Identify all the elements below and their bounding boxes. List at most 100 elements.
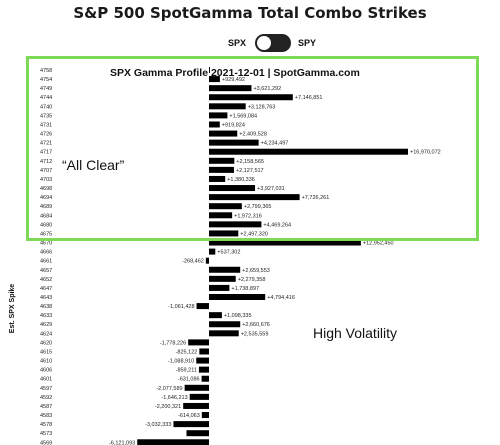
- bar-value-label: +1,380,336: [227, 177, 255, 183]
- strike-tick-label: 4703: [40, 177, 52, 183]
- bar-value-label: +2,409,528: [239, 132, 267, 138]
- bar-value-label: -1,088,910: [168, 359, 194, 365]
- bar-value-label: -631,086: [178, 377, 200, 383]
- strike-tick-label: 4735: [40, 113, 52, 119]
- bar-value-label: +12,952,450: [363, 241, 394, 247]
- gamma-bar: [209, 76, 220, 83]
- gamma-bar: [209, 157, 235, 164]
- bar-value-label: -614,063: [178, 413, 200, 419]
- bar-value-label: +537,302: [217, 250, 240, 256]
- toggle-label-spy[interactable]: SPY: [298, 38, 317, 48]
- strike-tick-label: 4587: [40, 404, 52, 410]
- strike-tick-label: 4610: [40, 359, 52, 365]
- strike-tick-label: 4721: [40, 141, 52, 147]
- gamma-bar: [209, 121, 220, 128]
- bar-value-label: +1,098,335: [224, 313, 252, 319]
- bar-value-label: -1,646,213: [161, 395, 187, 401]
- gamma-bar: [209, 103, 246, 110]
- bar-value-label: +3,128,763: [248, 104, 276, 110]
- strike-tick-label: 4601: [40, 377, 52, 383]
- gamma-bar: [186, 430, 209, 437]
- gamma-bar: [209, 221, 262, 228]
- gamma-bar: [201, 412, 209, 419]
- bar-value-label: -1,778,226: [160, 340, 186, 346]
- gamma-bar: [183, 402, 209, 409]
- strike-tick-label: 4629: [40, 322, 52, 328]
- bar-value-label: +4,794,416: [267, 295, 295, 301]
- strike-tick-label: 4758: [40, 68, 52, 74]
- toggle-knob: [257, 36, 271, 50]
- chart-page-title: S&P 500 SpotGamma Total Combo Strikes: [73, 4, 427, 22]
- strike-tick-label: 4744: [40, 95, 52, 101]
- strike-tick-label: 4698: [40, 186, 52, 192]
- strike-tick-label: 4680: [40, 222, 52, 228]
- gamma-bar: [209, 330, 239, 337]
- bar-value-label: -6,121,093: [109, 440, 135, 445]
- bar-value-label: +4,234,497: [261, 141, 289, 147]
- bar-value-label: +2,799,365: [244, 204, 272, 210]
- strike-tick-label: 4652: [40, 277, 52, 283]
- strike-tick-label: 4707: [40, 168, 52, 174]
- bar-value-label: -825,122: [176, 349, 198, 355]
- bar-value-label: +2,497,320: [240, 231, 268, 237]
- strike-tick-label: 4620: [40, 340, 52, 346]
- bar-value-label: -2,077,589: [156, 386, 182, 392]
- gamma-bar: [209, 321, 241, 328]
- gamma-bar: [209, 230, 239, 237]
- gamma-bar: [173, 421, 209, 428]
- bar-value-label: +2,659,553: [242, 268, 270, 274]
- gamma-bar: [209, 212, 233, 219]
- gamma-bar: [209, 85, 252, 92]
- strike-tick-label: 4675: [40, 231, 52, 237]
- strike-tick-label: 4694: [40, 195, 52, 201]
- gamma-bar: [209, 266, 241, 273]
- bar-value-label: +16,970,072: [410, 150, 441, 156]
- gamma-bar: [209, 148, 408, 155]
- bar-value-label: +919,824: [222, 122, 245, 128]
- gamma-bar: [209, 130, 238, 137]
- bar-value-label: +4,469,264: [263, 222, 291, 228]
- strike-tick-label: 4717: [40, 150, 52, 156]
- bar-value-label: -2,200,321: [155, 404, 181, 410]
- strike-tick-label: 4657: [40, 268, 52, 274]
- gamma-bar: [209, 139, 259, 146]
- bar-value-label: +7,146,851: [295, 95, 323, 101]
- gamma-bar: [188, 339, 209, 346]
- strike-tick-label: 4684: [40, 213, 52, 219]
- strike-tick-label: 4615: [40, 349, 52, 355]
- strike-tick-label: 4726: [40, 132, 52, 138]
- y-axis-label: Est. SPX Spike: [9, 283, 17, 334]
- strike-tick-label: 4573: [40, 431, 52, 437]
- bar-value-label: +2,660,676: [242, 322, 270, 328]
- bar-value-label: -3,032,333: [145, 422, 171, 428]
- bar-value-label: -859,211: [176, 368, 197, 374]
- chart-bars: 4758 4754 +929,492 4749 +3,621,292 4744 +7,146…: [40, 67, 441, 445]
- bar-value-label: +929,492: [222, 77, 245, 83]
- gamma-bar: [209, 175, 226, 182]
- gamma-bar: [209, 112, 228, 119]
- gamma-bar: [209, 312, 222, 319]
- strike-tick-label: 4578: [40, 422, 52, 428]
- strike-tick-label: 4597: [40, 386, 52, 392]
- bar-value-label: -1,061,428: [168, 304, 194, 310]
- bar-value-label: +1,569,084: [229, 113, 257, 119]
- strike-tick-label: 4731: [40, 122, 52, 128]
- strike-tick-label: 4647: [40, 286, 52, 292]
- gamma-bar: [199, 348, 209, 355]
- bar-value-label: +3,927,031: [257, 186, 285, 192]
- strike-tick-label: 4666: [40, 250, 52, 256]
- strike-tick-label: 4638: [40, 304, 52, 310]
- strike-tick-label: 4689: [40, 204, 52, 210]
- gamma-bar: [198, 366, 209, 373]
- strike-tick-label: 4712: [40, 159, 52, 165]
- strike-tick-label: 4670: [40, 241, 52, 247]
- gamma-bar: [205, 257, 209, 264]
- gamma-bar: [209, 67, 210, 73]
- gamma-bar: [184, 384, 209, 391]
- symbol-toggle-switch[interactable]: [255, 34, 291, 52]
- bar-value-label: +2,535,559: [241, 331, 269, 337]
- strike-tick-label: 4740: [40, 104, 52, 110]
- toggle-label-spx[interactable]: SPX: [228, 38, 247, 48]
- gamma-bar: [189, 393, 209, 400]
- strike-tick-label: 4749: [40, 86, 52, 92]
